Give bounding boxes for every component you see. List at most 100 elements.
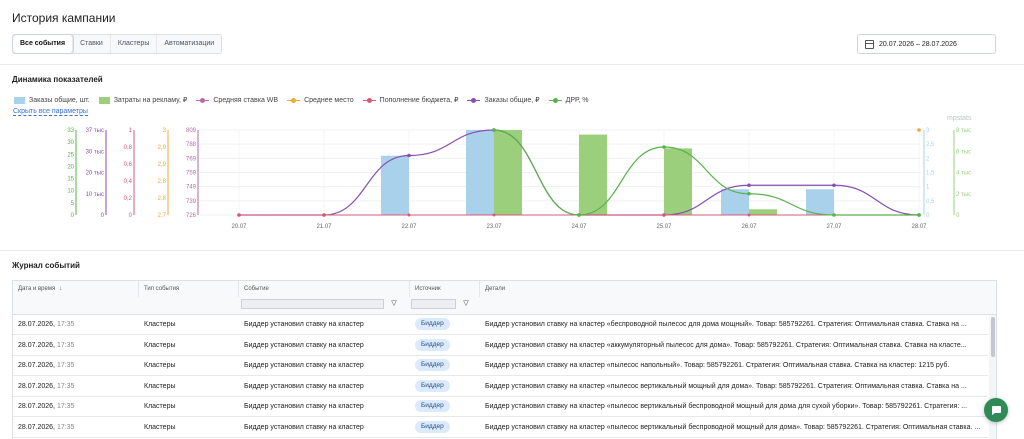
column-header-event[interactable]: Событие (239, 281, 410, 297)
table-row[interactable]: 28.07.2026, 17:35 Кластеры Биддер установи… (13, 315, 988, 335)
legend-item-1[interactable]: Затраты на рекламу, ₽ (98, 96, 187, 104)
column-header-datetime[interactable]: Дата и время ↓ (13, 281, 139, 297)
axis-tick-label: 759 (186, 171, 197, 177)
cell-event: Биддер установил ставку на кластер (244, 321, 364, 328)
legend-item-6[interactable]: ДРР, % (548, 97, 589, 104)
cell-source: Биддер (410, 377, 480, 397)
hide-params-link[interactable]: Скрыть все параметры (13, 108, 88, 116)
axis-tick-label: 726 (186, 213, 197, 219)
source-badge: Биддер (415, 318, 450, 331)
axis-tick-label: 1,5 (926, 171, 935, 177)
legend-item-5[interactable]: Заказы общие, ₽ (467, 96, 540, 104)
tab-3[interactable]: Автоматизации (164, 40, 215, 47)
point-drr (832, 213, 836, 217)
cell-details: Биддер установил ставку на кластер «бесп… (485, 321, 967, 328)
column-header-type[interactable]: Тип события (139, 281, 239, 297)
table-header: Дата и время ↓ Тип события Событие Источн… (13, 281, 996, 315)
axis-tick-label: 5 (71, 201, 75, 207)
axis-tick-label: 2,8 (158, 196, 167, 202)
event-filter-funnel-icon[interactable]: ▽ (391, 300, 397, 307)
cell-event: Биддер установил ставку на кластер (244, 403, 364, 410)
table-scrollbar[interactable] (989, 315, 996, 439)
tab-1[interactable]: Ставки (73, 35, 111, 53)
cell-details: Биддер установил ставку на кластер «пыле… (485, 423, 981, 431)
cell-details: Биддер установил ставку на кластер «пыле… (485, 403, 968, 410)
chat-support-button[interactable] (984, 398, 1008, 422)
column-header-details[interactable]: Детали (485, 286, 506, 292)
legend-swatch-icon (467, 97, 481, 104)
cell-datetime: 28.07.2026, 17:35 (18, 382, 75, 390)
axis-tick-label: 4 тыс (956, 171, 971, 177)
bar-ad-spend (749, 209, 777, 215)
cell-details: Биддер установил ставку на кластер «пыле… (485, 382, 967, 390)
table-row[interactable]: 28.07.2026, 17:35 Кластеры Биддер установи… (13, 356, 988, 376)
axis-tick-label: 2,8 (158, 179, 167, 185)
table-row[interactable]: 28.07.2026, 17:35 Кластеры Биддер установи… (13, 417, 988, 438)
axis-tick-label: 15 (67, 177, 74, 183)
source-filter-input[interactable] (411, 299, 456, 309)
table-row[interactable]: 28.07.2026, 17:35 Кластеры Биддер установи… (13, 397, 988, 417)
legend-swatch-icon (548, 97, 562, 104)
x-tick-label: 25.07 (656, 224, 672, 230)
cell-datetime: 28.07.2026, 17:35 (18, 321, 75, 328)
point-drr (577, 213, 581, 217)
bar-orders-count (806, 189, 834, 215)
source-badge: Биддер (415, 400, 450, 413)
axis-tick-label: 0 (101, 213, 105, 219)
legend-item-2[interactable]: Средняя ставка WB (196, 97, 278, 104)
chat-icon (992, 406, 1001, 415)
point-drr (747, 191, 751, 196)
x-tick-label: 22.07 (401, 224, 417, 230)
axis-tick-label: 0 (129, 213, 133, 219)
axis-tick-label: 788 (186, 142, 197, 148)
journal-title: Журнал событий (12, 261, 80, 270)
tab-2[interactable]: Кластеры (111, 35, 158, 53)
watermark-mpstats: mpstats (947, 115, 972, 122)
legend-item-0[interactable]: Заказы общие, шт. (14, 96, 90, 104)
legend-swatch-icon (196, 97, 210, 104)
axis-tick-label: 2,9 (158, 162, 167, 168)
legend-item-3[interactable]: Среднее место (287, 97, 354, 104)
axis-tick-label: 2 тыс (956, 192, 971, 198)
cell-event: Биддер установил ставку на кластер (244, 362, 364, 369)
axis-tick-label: 0 (926, 213, 930, 219)
legend-swatch-icon (362, 97, 376, 104)
axis-tick-label: 2,7 (158, 213, 167, 219)
x-tick-label: 20.07 (231, 224, 247, 230)
axis-tick-label: 2 (926, 156, 930, 162)
cell-datetime: 28.07.2026, 17:35 (18, 403, 75, 410)
axis-tick-label: 0 (71, 213, 75, 219)
x-tick-label: 23.07 (486, 224, 502, 230)
cell-type: Кластеры (144, 423, 176, 431)
source-badge: Биддер (415, 338, 450, 351)
axis-tick-label: 20 тыс (86, 171, 104, 177)
source-filter-funnel-icon[interactable]: ▽ (463, 300, 469, 307)
x-tick-label: 26.07 (741, 224, 757, 230)
point-drr (917, 213, 921, 217)
table-row[interactable]: 28.07.2026, 17:35 Кластеры Биддер установи… (13, 335, 988, 356)
source-badge: Биддер (415, 379, 450, 392)
cell-source: Биддер (410, 336, 480, 356)
events-table: Дата и время ↓ Тип события Событие Источн… (12, 280, 997, 439)
x-tick-label: 24.07 (571, 224, 587, 230)
legend-label: Пополнение бюджета, ₽ (379, 97, 459, 104)
date-range-picker[interactable]: 20.07.2026 – 28.07.2026 (857, 34, 996, 54)
point-drr (492, 128, 496, 132)
legend-label: Заказы общие, ₽ (484, 97, 540, 104)
legend-item-4[interactable]: Пополнение бюджета, ₽ (362, 96, 459, 104)
axis-tick-label: 0,2 (124, 196, 133, 202)
axis-tick-label: 33 (67, 128, 74, 134)
event-filter-input[interactable] (241, 299, 384, 309)
scrollbar-thumb[interactable] (991, 317, 995, 357)
column-header-source[interactable]: Источник (410, 281, 480, 297)
bar-ad-spend (664, 148, 692, 215)
legend-swatch-icon (98, 96, 110, 104)
date-range-label: 20.07.2026 – 28.07.2026 (879, 40, 957, 48)
axis-tick-label: 0,5 (926, 199, 935, 205)
axis-tick-label: 739 (186, 199, 197, 205)
tab-0[interactable]: Все события (13, 35, 74, 53)
axis-tick-label: 30 тыс (86, 149, 104, 155)
table-row[interactable]: 28.07.2026, 17:35 Кластеры Биддер установи… (13, 376, 988, 397)
axis-tick-label: 809 (186, 128, 197, 134)
